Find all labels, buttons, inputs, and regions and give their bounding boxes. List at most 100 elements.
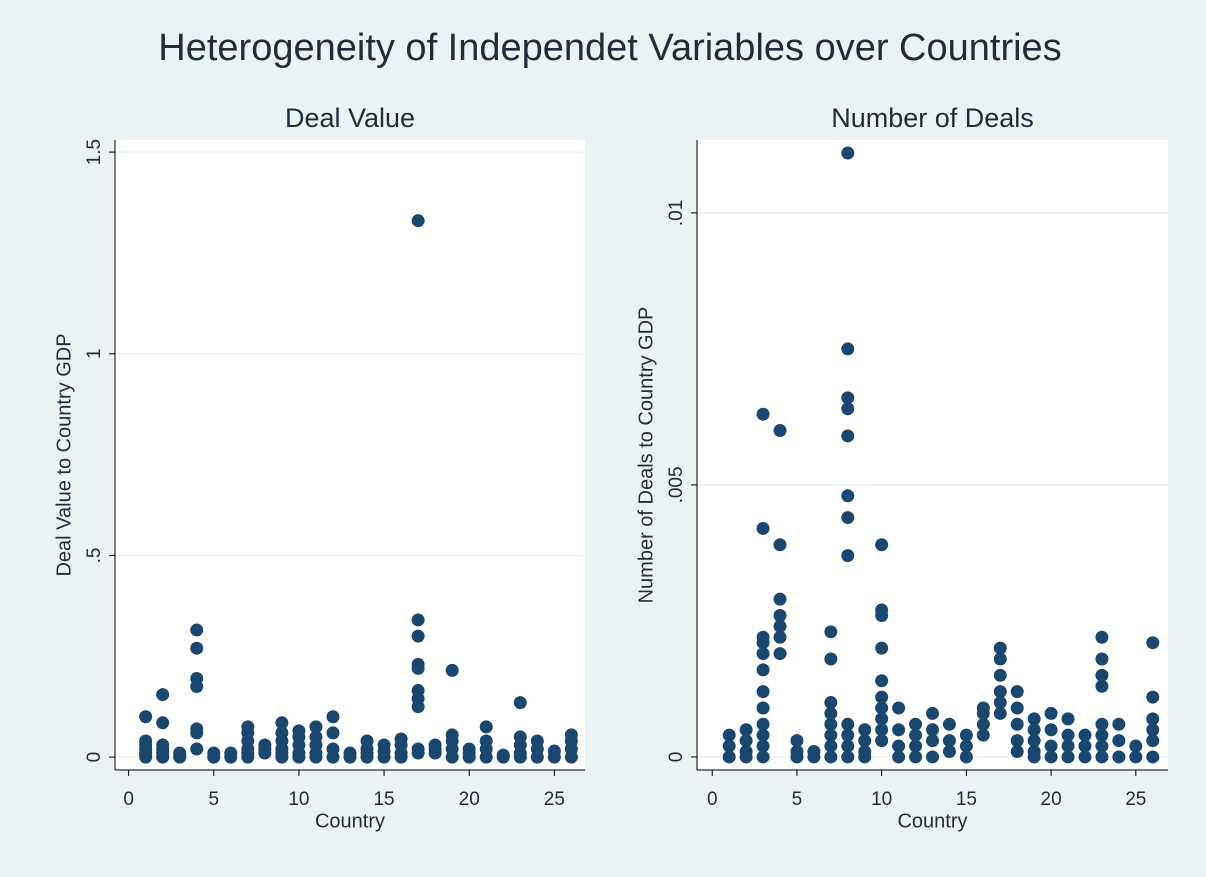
point (207, 750, 221, 764)
point (1044, 723, 1058, 737)
point (462, 750, 476, 764)
point (479, 750, 493, 764)
point (807, 750, 821, 764)
point (1010, 745, 1024, 759)
point (1095, 728, 1109, 742)
point (773, 619, 787, 633)
point (875, 674, 889, 688)
point (722, 750, 736, 764)
point (926, 750, 939, 764)
point (875, 723, 889, 737)
point (841, 342, 855, 356)
point (411, 629, 425, 643)
point (1146, 734, 1160, 748)
point (411, 214, 425, 228)
point (343, 750, 357, 764)
point (875, 701, 889, 715)
point (1095, 717, 1109, 731)
point (496, 750, 510, 764)
panel-title: Number of Deals (831, 103, 1034, 133)
point (824, 717, 838, 731)
point (773, 424, 787, 438)
point (739, 750, 753, 764)
point (1078, 750, 1092, 764)
point (993, 696, 1007, 710)
point (841, 489, 855, 503)
point (993, 668, 1007, 682)
point (1146, 636, 1160, 650)
point (1027, 723, 1041, 737)
y-tick-label: 1 (84, 348, 105, 359)
point (190, 641, 204, 655)
point (993, 685, 1007, 699)
point (959, 739, 973, 753)
point (976, 728, 990, 742)
point (756, 685, 770, 699)
point (513, 750, 527, 764)
point (564, 750, 578, 764)
y-tick-label: .01 (666, 200, 687, 226)
point (875, 712, 889, 726)
point (1044, 706, 1058, 720)
point (756, 717, 770, 731)
point (909, 739, 923, 753)
y-tick-label: .5 (84, 547, 105, 563)
point (875, 734, 889, 748)
point (824, 706, 838, 720)
point (326, 750, 340, 764)
point (1146, 750, 1160, 764)
point (1095, 630, 1109, 644)
point (756, 521, 770, 535)
point (722, 739, 736, 753)
point (858, 750, 872, 764)
point (959, 728, 973, 742)
x-tick-label: 15 (373, 789, 394, 810)
point (479, 720, 493, 734)
point (773, 630, 787, 644)
point (411, 746, 425, 760)
point (190, 623, 204, 637)
x-tick-label: 10 (871, 789, 892, 810)
point (428, 746, 442, 760)
point (1044, 739, 1058, 753)
point (841, 717, 855, 731)
point (190, 726, 204, 740)
point (841, 750, 855, 764)
point (858, 734, 872, 748)
point (909, 750, 923, 764)
point (1095, 668, 1109, 682)
point (1044, 750, 1058, 764)
point (841, 391, 855, 405)
point (309, 750, 323, 764)
point (993, 652, 1007, 666)
point (824, 696, 838, 710)
point (841, 739, 855, 753)
x-tick-label: 5 (208, 789, 219, 810)
point (909, 717, 923, 731)
point (1095, 739, 1109, 753)
point (824, 750, 838, 764)
point (1146, 712, 1160, 726)
point (756, 750, 770, 764)
point (841, 429, 855, 443)
point (309, 720, 323, 734)
point (756, 701, 770, 715)
point (1010, 701, 1024, 715)
point (773, 647, 787, 661)
point (892, 701, 906, 715)
point (756, 636, 770, 650)
x-tick-label: 20 (1041, 789, 1062, 810)
point (190, 742, 204, 756)
point (790, 734, 804, 748)
point (875, 538, 889, 552)
point (156, 688, 170, 702)
point (377, 750, 391, 764)
point (739, 723, 753, 737)
plot-area (697, 140, 1168, 770)
point (1146, 723, 1160, 737)
point (1061, 728, 1075, 742)
y-tick-label: 1.5 (84, 139, 105, 165)
point (993, 641, 1007, 655)
point (739, 734, 753, 748)
